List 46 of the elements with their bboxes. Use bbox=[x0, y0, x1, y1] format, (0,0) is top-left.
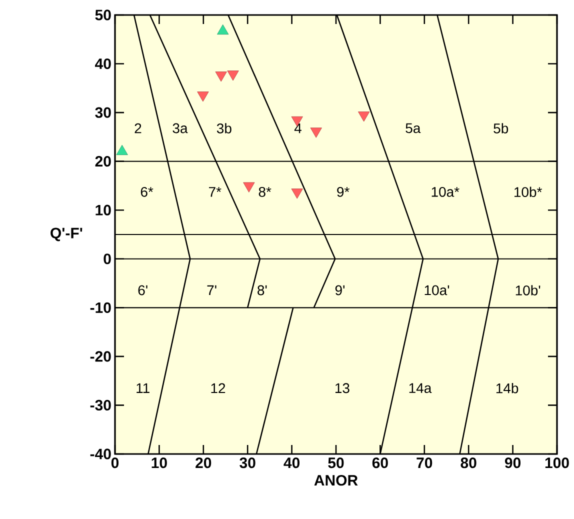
annotation: 4 bbox=[294, 123, 302, 134]
y-tick-label: -20 bbox=[90, 351, 111, 362]
x-tick-label: 50 bbox=[328, 458, 344, 468]
y-tick-label: 0 bbox=[104, 254, 111, 264]
annotation: 6* bbox=[140, 186, 154, 197]
annotation: 14b bbox=[496, 382, 518, 394]
annotation: 11 bbox=[136, 383, 150, 393]
y-tick-label: 40 bbox=[95, 58, 111, 70]
x-tick-label: 70 bbox=[416, 458, 432, 468]
y-tick-label: 10 bbox=[96, 204, 111, 216]
annotation: 8' bbox=[258, 285, 267, 296]
y-axis-title: Q'-F' bbox=[50, 228, 82, 242]
x-tick-label: 40 bbox=[284, 458, 300, 468]
y-tick-label: 30 bbox=[95, 107, 111, 118]
x-tick-label: 10 bbox=[152, 458, 167, 468]
annotation: 8* bbox=[258, 186, 272, 197]
annotation: 10b* bbox=[514, 186, 542, 198]
annotation: 2 bbox=[134, 123, 142, 134]
annotation: 10b' bbox=[516, 285, 540, 296]
annotation: 9' bbox=[335, 285, 345, 296]
annotation: 5b bbox=[494, 123, 508, 134]
annotation: 7* bbox=[209, 187, 222, 197]
annotation: 9* bbox=[337, 186, 350, 197]
y-tick-label: -30 bbox=[90, 400, 111, 411]
annotation: 10a' bbox=[424, 285, 450, 296]
annotation: 14a bbox=[409, 383, 432, 394]
y-tick-label: 20 bbox=[95, 156, 111, 167]
x-axis-title: ANOR bbox=[314, 475, 358, 486]
x-tick-label: 0 bbox=[111, 458, 119, 468]
x-tick-label: 60 bbox=[372, 458, 388, 468]
x-tick-label: 30 bbox=[240, 458, 256, 468]
annotation: 10a* bbox=[432, 186, 460, 197]
y-tick-label: -10 bbox=[90, 302, 111, 313]
y-tick-label: -40 bbox=[90, 448, 111, 460]
annotation: 5a bbox=[406, 123, 421, 134]
annotation: 3a bbox=[172, 123, 188, 134]
x-tick-label: 100 bbox=[545, 458, 569, 468]
x-tick-label: 90 bbox=[504, 458, 521, 468]
annotation: 3b bbox=[216, 123, 232, 134]
x-tick-label: 20 bbox=[196, 458, 212, 468]
annotation: 6' bbox=[138, 285, 148, 296]
y-tick-label: 50 bbox=[95, 10, 111, 20]
annotation: 13 bbox=[335, 383, 350, 394]
annotation: 12 bbox=[211, 383, 226, 394]
x-tick-label: 80 bbox=[460, 458, 476, 468]
annotation: 7' bbox=[207, 285, 216, 296]
